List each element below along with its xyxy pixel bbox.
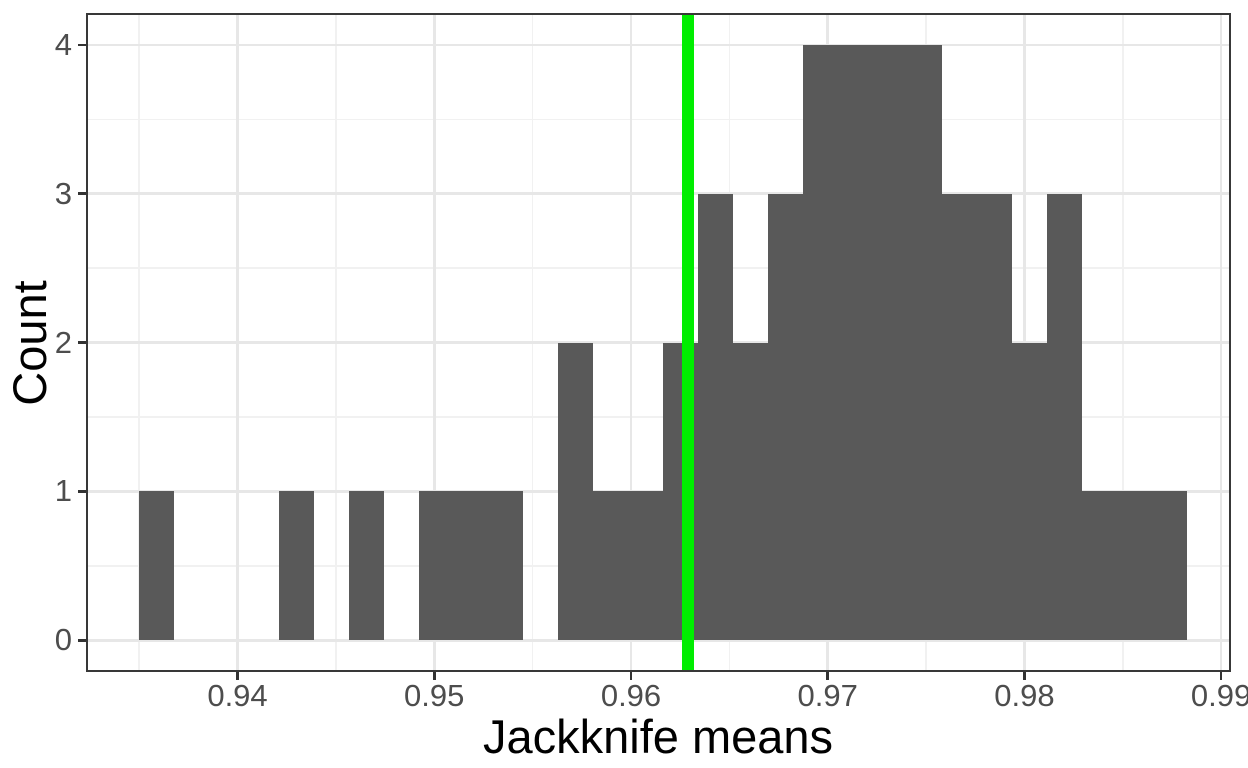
x-tick-label: 0.97 [797, 678, 858, 713]
histogram-bar [593, 491, 628, 641]
x-tick-mark [1023, 672, 1026, 680]
gridline-major-y [88, 341, 1229, 344]
x-tick-label: 0.98 [994, 678, 1055, 713]
y-tick-mark [78, 639, 86, 642]
y-tick-label: 1 [54, 473, 72, 509]
y-tick-mark [78, 490, 86, 493]
gridline-major-y [88, 192, 1229, 195]
histogram-bar [1047, 193, 1082, 641]
x-tick-mark [433, 672, 436, 680]
histogram-bar [278, 491, 314, 641]
histogram-bar [418, 491, 454, 641]
x-tick-label: 0.94 [207, 678, 268, 713]
histogram-bar [907, 44, 943, 641]
histogram-bar [977, 193, 1013, 641]
histogram-bar [488, 491, 524, 641]
mean-vline [682, 15, 694, 670]
histogram-bar [767, 193, 803, 641]
y-tick-label: 4 [54, 26, 72, 62]
x-tick-mark [826, 672, 829, 680]
plot-panel-border [86, 13, 1231, 672]
x-tick-label: 0.99 [1190, 678, 1248, 713]
gridline-major-y [88, 639, 1229, 642]
x-tick-mark [1219, 672, 1223, 680]
y-tick-label: 3 [54, 175, 72, 211]
histogram-bar [872, 44, 908, 641]
gridline-major-y [88, 43, 1229, 46]
y-tick-mark [78, 43, 86, 46]
x-tick-label: 0.96 [600, 678, 662, 713]
y-tick-mark [78, 341, 86, 344]
histogram-bar [1081, 491, 1117, 641]
histogram-bar [837, 44, 873, 641]
histogram-bar [558, 342, 594, 641]
histogram-bar [802, 44, 838, 641]
y-tick-mark [78, 192, 86, 195]
gridline-major-y [88, 490, 1229, 493]
gridline-minor-y [88, 416, 1229, 418]
gridline-minor-y [88, 267, 1229, 269]
histogram-bar [942, 193, 978, 641]
histogram-bar [453, 491, 489, 641]
histogram-bar [732, 342, 768, 641]
y-tick-label: 2 [54, 324, 72, 360]
y-tick-label: 0 [54, 622, 72, 658]
histogram-bar [697, 193, 733, 641]
histogram-bar [1012, 342, 1048, 641]
x-tick-label: 0.95 [404, 678, 465, 713]
histogram-bar [1116, 491, 1152, 641]
gridline-minor-y [88, 118, 1229, 120]
x-axis-title: Jackknife means [482, 710, 834, 763]
x-tick-mark [236, 672, 239, 680]
x-tick-mark [629, 672, 633, 680]
histogram-bar [628, 491, 663, 641]
histogram-bar [1151, 491, 1187, 641]
histogram-bar [139, 491, 175, 641]
histogram-bar [348, 491, 384, 641]
